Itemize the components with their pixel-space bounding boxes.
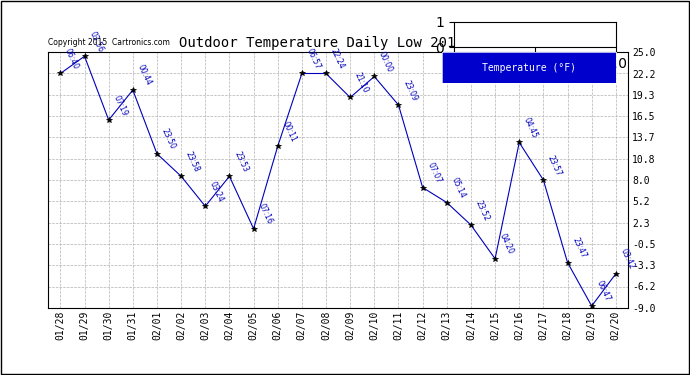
Text: 00:00: 00:00 [377, 50, 395, 74]
Text: 03:42: 03:42 [619, 248, 636, 271]
Text: 07:19: 07:19 [112, 94, 129, 117]
Text: 06:47: 06:47 [595, 279, 612, 303]
Text: 04:45: 04:45 [522, 116, 540, 140]
Text: 23:50: 23:50 [160, 128, 177, 151]
Text: 23:47: 23:47 [571, 236, 588, 260]
Text: Temperature (°F): Temperature (°F) [482, 63, 576, 73]
Text: 00:11: 00:11 [281, 120, 298, 144]
Text: 07:16: 07:16 [257, 202, 274, 226]
Text: 00:44: 00:44 [136, 63, 153, 87]
Text: 22:24: 22:24 [329, 47, 346, 71]
Text: 05:14: 05:14 [450, 176, 467, 200]
Text: 23:57: 23:57 [546, 154, 564, 177]
Text: 06:57: 06:57 [305, 47, 322, 71]
Text: 23:52: 23:52 [474, 199, 491, 222]
Text: 23:09: 23:09 [402, 79, 419, 102]
Text: 07:07: 07:07 [426, 161, 443, 185]
Text: 06:40: 06:40 [63, 47, 81, 71]
Text: Copyright 2015  Cartronics.com: Copyright 2015 Cartronics.com [48, 38, 170, 47]
Text: 03:24: 03:24 [208, 180, 226, 204]
Text: 23:53: 23:53 [233, 150, 250, 174]
Text: 04:20: 04:20 [498, 232, 515, 256]
Text: 21:10: 21:10 [353, 71, 371, 95]
Text: 23:58: 23:58 [184, 150, 201, 174]
Text: 03:56: 03:56 [88, 30, 105, 54]
Title: Outdoor Temperature Daily Low 20150221: Outdoor Temperature Daily Low 20150221 [179, 36, 497, 50]
